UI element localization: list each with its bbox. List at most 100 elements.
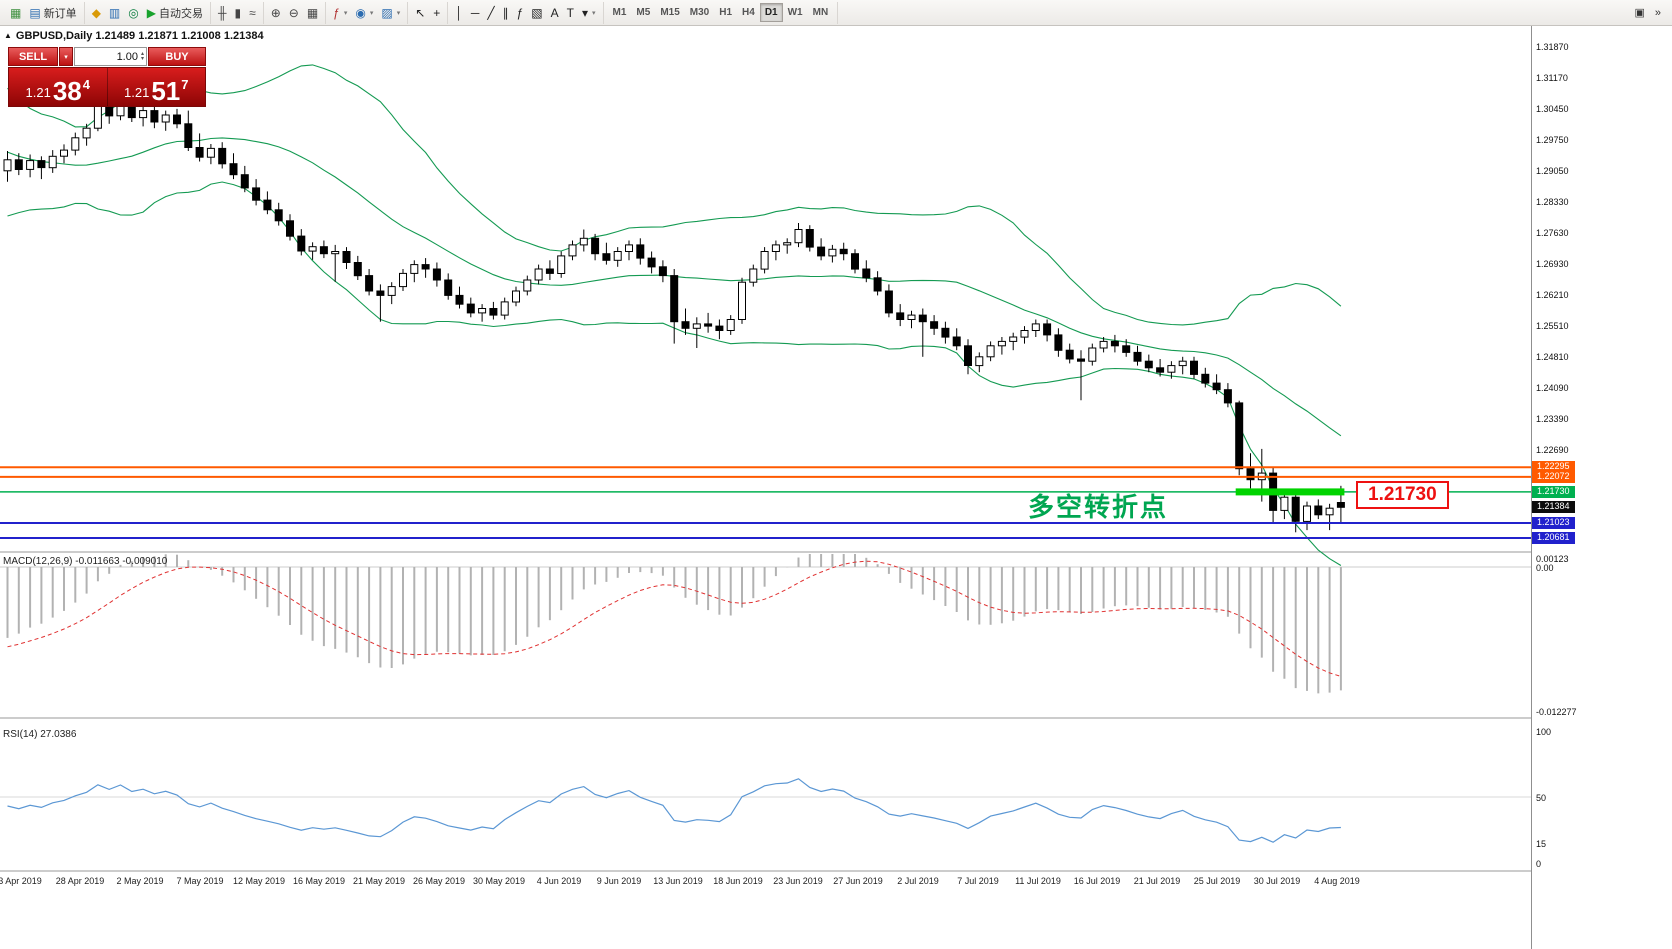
buy-price[interactable]: 1.21 51 7 (124, 76, 189, 106)
time-axis-label: 28 Apr 2019 (55, 876, 105, 886)
toolbar-group: ⊕ ⊖ ▦ (264, 1, 327, 24)
turning-point-annotation[interactable]: 多空转折点 (1028, 492, 1169, 522)
price-level-badge: 1.21730 (1532, 486, 1575, 498)
volume-spinner[interactable]: ▴ ▾ (140, 50, 144, 62)
price-tick: 1.24810 (1536, 352, 1569, 362)
chevron-down-icon: ▾ (591, 9, 596, 17)
time-axis-label: 2 Jul 2019 (897, 876, 939, 886)
templates-icon: ▨ (381, 5, 393, 20)
macd-scale-tick: 0.00123 (1536, 554, 1569, 564)
shapes-icon: ▧ (531, 5, 543, 20)
indicators-icon: ƒ (333, 5, 340, 20)
arrows-icon[interactable]: ▾ ▾ (578, 3, 600, 23)
toolbar-group: ▦ ▤ 新订单 (3, 1, 85, 24)
time-axis-label: 7 May 2019 (176, 876, 224, 886)
fibonacci-icon[interactable]: ƒ (513, 3, 528, 23)
vertical-line-icon[interactable]: │ (451, 3, 467, 23)
chevron-down-icon: ▾ (369, 9, 374, 17)
time-axis-label: 16 May 2019 (292, 876, 346, 886)
market-watch-icon[interactable]: ◆ (88, 3, 105, 23)
time-axis-label: 2 May 2019 (116, 876, 164, 886)
trendline-icon: ╱ (487, 5, 495, 20)
time-axis-label: 12 May 2019 (232, 876, 286, 886)
price-tick: 1.28330 (1536, 197, 1569, 207)
chart-canvas[interactable] (0, 25, 1531, 949)
label-icon[interactable]: T (563, 3, 578, 23)
timeframe-m1[interactable]: M1 (608, 3, 632, 22)
horizontal-line-icon[interactable]: ─ (467, 3, 484, 23)
time-scale[interactable]: 3 Apr 2019 28 Apr 2019 2 May 2019 7 May 201… (0, 874, 1531, 890)
timeframe-m15[interactable]: M15 (655, 3, 684, 22)
buy-button[interactable]: BUY (148, 47, 206, 66)
turning-point-highlight-bar[interactable] (1235, 488, 1345, 496)
time-axis-label: 7 Jul 2019 (957, 876, 999, 886)
symbol-ohlc-text: GBPUSD,Daily 1.21489 1.21871 1.21008 1.2… (15, 30, 264, 42)
price-scale[interactable]: 1.31870 1.31170 1.30450 1.29750 1.29050 1.283… (1531, 25, 1672, 949)
periods-icon[interactable]: ◉ ▾ (351, 3, 377, 23)
price-callout-label[interactable]: 1.21730 (1356, 481, 1449, 509)
bar-chart-type-icon: ╫ (217, 5, 227, 20)
candlestick-type-icon[interactable]: ▮ (231, 3, 246, 23)
sell-price[interactable]: 1.21 38 4 (9, 68, 108, 106)
sell-button[interactable]: SELL (8, 47, 58, 66)
time-axis-label: 4 Aug 2019 (1314, 876, 1360, 886)
price-tick: 1.30450 (1536, 104, 1569, 114)
timeframe-h1[interactable]: H1 (714, 3, 737, 22)
indicators-icon[interactable]: ƒ ▾ (329, 3, 351, 23)
price-tick: 1.26930 (1536, 259, 1569, 269)
shapes-icon[interactable]: ▧ (527, 3, 546, 23)
collapse-panel-icon[interactable]: ▲ (4, 31, 12, 40)
price-tick: 1.27630 (1536, 228, 1569, 238)
channel-icon[interactable]: ∥ (499, 3, 513, 23)
templates-icon[interactable]: ▨ ▾ (377, 3, 404, 23)
timeframe-w1[interactable]: W1 (783, 3, 808, 22)
line-chart-type-icon: ≈ (249, 5, 256, 20)
navigator-icon[interactable]: ◎ (124, 3, 142, 23)
cursor-icon: ↖ (415, 5, 426, 20)
line-chart-type-icon[interactable]: ≈ (245, 3, 260, 23)
volume-input[interactable]: 1.00 ▴ ▾ (74, 47, 147, 66)
rsi-scale-tick: 15 (1536, 839, 1547, 849)
tile-windows-icon[interactable]: ▦ (303, 3, 322, 23)
vertical-line-icon: │ (455, 5, 463, 20)
toolbar-right-icons: ▣» (1630, 3, 1669, 23)
navigator-icon: ◎ (128, 5, 139, 20)
new-chart-icon[interactable]: ▣ (1630, 3, 1648, 23)
text-icon[interactable]: A (547, 3, 563, 23)
scroll-right-icon[interactable]: » (1651, 3, 1665, 23)
volume-dropdown-button[interactable]: ▾ (59, 47, 73, 66)
rsi-scale-tick: 0 (1536, 859, 1542, 869)
price-tick: 1.22690 (1536, 445, 1569, 455)
chart-region: ▲ GBPUSD,Daily 1.21489 1.21871 1.21008 1… (0, 25, 1672, 949)
new-order-button[interactable]: ▤ 新订单 (25, 3, 80, 23)
bar-chart-type-icon[interactable]: ╫ (214, 3, 231, 23)
zoom-out-icon[interactable]: ⊖ (285, 3, 303, 23)
price-level-badge: 1.20681 (1532, 532, 1575, 544)
chart-window-icon[interactable]: ▦ (6, 3, 25, 23)
trendline-icon[interactable]: ╱ (483, 3, 498, 23)
market-watch-icon: ◆ (91, 5, 101, 20)
crosshair-icon[interactable]: + (429, 3, 444, 23)
one-click-trading-panel: SELL ▾ 1.00 ▴ ▾ BUY 1.21 38 4 1.21 51 7 (8, 47, 206, 107)
timeframe-m5[interactable]: M5 (631, 3, 655, 22)
text-icon: A (550, 5, 559, 20)
data-window-icon[interactable]: ▥ (105, 3, 124, 23)
bollinger-upper-band (7, 64, 1342, 326)
toolbar: ▦ ▤ 新订单 ◆ ▥ ◎ ▶ 自动交易 ╫ ▮ ≈ ⊕ ⊖ ▦ ƒ ▾ ◉ ▾ ▨ ▾ ↖ + │ ─ ╱ ∥ ƒ ▧ A T ▾ ▾ M1 M… (0, 0, 1672, 26)
time-axis-label: 9 Jun 2019 (596, 876, 642, 886)
autotrading-button[interactable]: ▶ 自动交易 (143, 3, 207, 23)
cursor-icon[interactable]: ↖ (411, 3, 429, 23)
zoom-in-icon[interactable]: ⊕ (267, 3, 285, 23)
toolbar-group: ↖ + (408, 1, 449, 24)
zoom-out-icon: ⊖ (288, 5, 299, 20)
timeframe-mn[interactable]: MN (808, 3, 834, 22)
timeframe-h4[interactable]: H4 (737, 3, 760, 22)
timeframe-d1[interactable]: D1 (759, 3, 783, 22)
rsi-line (7, 778, 1341, 843)
time-axis-label: 3 Apr 2019 (0, 876, 42, 886)
rsi-pane-label: RSI(14) 27.0386 (3, 729, 77, 740)
symbol-ohlc-info: ▲ GBPUSD,Daily 1.21489 1.21871 1.21008 1… (4, 30, 264, 42)
chart-window-icon: ▦ (10, 5, 22, 20)
timeframe-m30[interactable]: M30 (685, 3, 714, 22)
